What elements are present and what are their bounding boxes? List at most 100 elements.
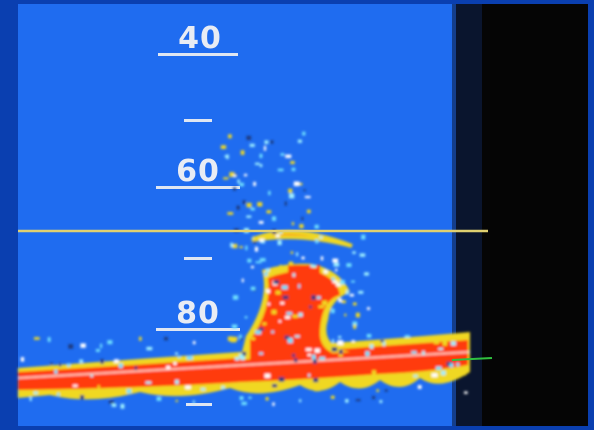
echo-speckle <box>369 344 374 349</box>
echo-speckle <box>311 354 316 360</box>
echo-speckle <box>249 143 255 147</box>
echo-speckle <box>361 234 366 240</box>
echo-speckle <box>267 302 270 306</box>
echo-speckle <box>232 295 239 300</box>
echo-speckle <box>311 295 316 300</box>
echo-speckle <box>79 359 84 363</box>
echo-speckle <box>450 341 456 346</box>
echo-speckle <box>307 353 311 356</box>
echo-speckle <box>177 355 181 358</box>
echo-speckle <box>379 400 383 403</box>
echo-speckle <box>292 314 299 318</box>
echo-speckle <box>278 320 281 323</box>
echo-speckle <box>294 358 298 363</box>
echo-speckle <box>431 373 438 378</box>
echo-speckle <box>95 349 100 352</box>
echo-speckle <box>438 347 444 350</box>
echo-speckle <box>404 335 410 338</box>
echo-speckle <box>246 202 252 208</box>
echo-speckle <box>275 234 280 238</box>
echo-speckle <box>50 362 54 365</box>
echo-speckle <box>372 396 376 400</box>
echo-speckle <box>134 366 138 370</box>
echo-speckle <box>352 321 358 327</box>
echo-speckle <box>307 209 311 214</box>
echo-speckle <box>175 352 178 355</box>
echo-speckle <box>108 400 114 404</box>
echo-speckle <box>299 224 304 229</box>
echo-speckle <box>359 342 365 346</box>
echo-speckle <box>372 370 376 375</box>
echo-speckle <box>248 396 252 399</box>
echo-speckle <box>346 263 352 267</box>
echo-speckle <box>330 395 335 399</box>
echo-speckle <box>314 224 319 229</box>
echo-speckle <box>340 280 345 285</box>
echo-speckle <box>257 202 263 207</box>
echo-speckle <box>47 337 51 342</box>
echo-speckle <box>241 351 247 356</box>
echo-speckle <box>280 153 285 156</box>
echo-speckle <box>145 381 152 384</box>
echo-speckle <box>366 334 372 338</box>
echo-speckle <box>463 373 466 376</box>
echo-speckle <box>244 316 248 319</box>
echo-speckle <box>239 246 243 249</box>
echo-speckle <box>54 369 58 374</box>
depth-minor-tick <box>186 403 212 406</box>
echo-speckle <box>335 268 338 272</box>
echo-speckle <box>264 373 271 378</box>
echo-speckle <box>175 399 178 402</box>
echo-speckle <box>282 295 289 300</box>
echo-speckle <box>352 251 356 254</box>
echo-speckle <box>296 252 299 257</box>
echo-speckle <box>139 336 142 341</box>
echo-speckle <box>100 343 103 349</box>
echo-speckle <box>271 330 274 334</box>
echo-speckle <box>303 189 306 192</box>
echo-speckle <box>338 335 342 339</box>
echo-speckle <box>331 277 335 281</box>
depth-minor-tick <box>184 119 212 122</box>
echo-speckle <box>192 400 195 404</box>
echo-speckle <box>146 346 153 351</box>
echo-speckle <box>417 385 422 389</box>
echo-speckle <box>237 179 240 184</box>
echo-speckle <box>272 384 278 388</box>
echo-speckle <box>339 349 343 354</box>
echo-speckle <box>259 238 265 243</box>
echo-speckle <box>301 216 304 221</box>
bottom-line <box>17 351 471 379</box>
depth-label: 40 <box>178 21 222 56</box>
echo-speckle <box>313 378 319 383</box>
echo-speckle <box>284 335 290 340</box>
echo-speckle <box>433 340 439 344</box>
echo-speckle <box>286 312 292 315</box>
echo-speckle <box>270 140 274 144</box>
echo-speckle <box>268 190 271 196</box>
echo-speckle <box>292 273 295 277</box>
echo-speckle <box>278 377 285 382</box>
echo-speckle <box>58 363 62 367</box>
echo-speckle <box>422 351 425 355</box>
echo-speckle <box>220 145 227 149</box>
echo-speckle <box>298 312 303 317</box>
echo-speckle <box>200 388 206 391</box>
echo-speckle <box>68 344 74 349</box>
echo-speckle <box>227 336 234 342</box>
depth-label: 80 <box>176 296 220 331</box>
echo-speckle <box>302 131 306 136</box>
echo-speckle <box>442 341 448 346</box>
echo-speckle <box>316 296 321 299</box>
echo-speckle <box>290 161 295 165</box>
echo-speckle <box>284 201 287 206</box>
echo-speckle <box>277 240 282 246</box>
echo-speckle <box>258 327 264 331</box>
echo-speckle <box>114 359 119 363</box>
echo-speckle <box>279 264 282 270</box>
echo-speckle <box>255 330 261 335</box>
echo-speckle <box>298 182 303 186</box>
echo-speckle <box>441 370 446 376</box>
echo-speckle <box>358 290 364 294</box>
